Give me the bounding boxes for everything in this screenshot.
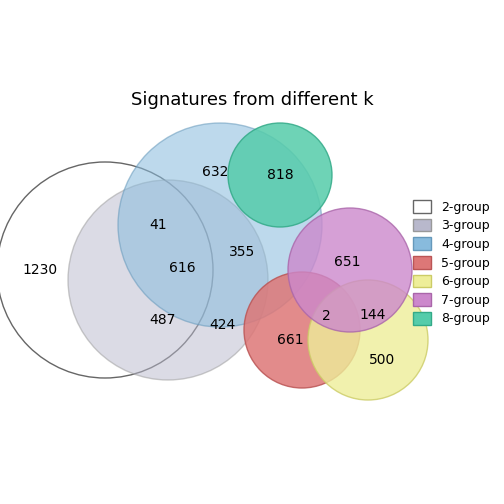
Text: 632: 632 [202, 165, 228, 179]
Text: 616: 616 [169, 261, 196, 275]
Circle shape [118, 123, 322, 327]
Circle shape [68, 180, 268, 380]
Text: 661: 661 [277, 333, 303, 347]
Circle shape [244, 272, 360, 388]
Text: 1230: 1230 [23, 263, 57, 277]
Text: 651: 651 [334, 255, 360, 269]
Circle shape [228, 123, 332, 227]
Circle shape [308, 280, 428, 400]
Text: Signatures from different k: Signatures from different k [131, 91, 373, 109]
Text: 500: 500 [369, 353, 395, 367]
Circle shape [288, 208, 412, 332]
Text: 424: 424 [209, 318, 235, 332]
Text: 144: 144 [360, 308, 386, 322]
Text: 2: 2 [322, 309, 331, 323]
Text: 355: 355 [229, 245, 255, 259]
Text: 487: 487 [149, 313, 175, 327]
Text: 818: 818 [267, 168, 293, 182]
Legend: 2-group, 3-group, 4-group, 5-group, 6-group, 7-group, 8-group: 2-group, 3-group, 4-group, 5-group, 6-gr… [409, 196, 494, 329]
Text: 41: 41 [149, 218, 167, 232]
